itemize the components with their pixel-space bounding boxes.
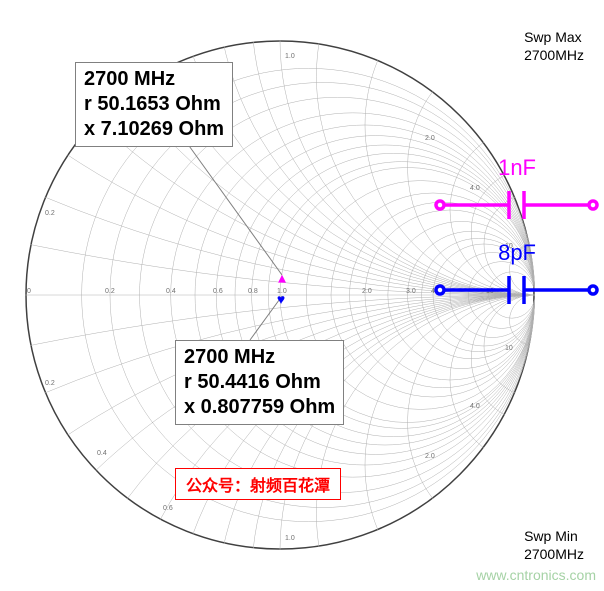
marker-2-r: r 50.4416 Ohm bbox=[184, 370, 335, 395]
marker-2-box: 2700 MHz r 50.4416 Ohm x 0.807759 Ohm bbox=[175, 340, 344, 425]
svg-text:0.2: 0.2 bbox=[45, 380, 55, 387]
marker-2-point: ♥ bbox=[277, 291, 285, 307]
capacitor-1nf-label: 1nF bbox=[498, 155, 536, 181]
marker-1-x: x 7.10269 Ohm bbox=[84, 117, 224, 142]
swp-min-text: Swp Min bbox=[524, 528, 578, 544]
svg-text:0.8: 0.8 bbox=[248, 288, 258, 295]
swp-max-value: 2700MHz bbox=[524, 47, 584, 63]
marker-1-r: r 50.1653 Ohm bbox=[84, 92, 224, 117]
marker-1-freq: 2700 MHz bbox=[84, 67, 224, 92]
svg-text:2.0: 2.0 bbox=[425, 453, 435, 460]
capacitor-8pf-symbol bbox=[434, 270, 599, 310]
svg-text:0.4: 0.4 bbox=[97, 450, 107, 457]
svg-text:2.0: 2.0 bbox=[425, 135, 435, 142]
svg-text:0.6: 0.6 bbox=[213, 288, 223, 295]
marker-2-x: x 0.807759 Ohm bbox=[184, 395, 335, 420]
svg-text:4.0: 4.0 bbox=[470, 403, 480, 410]
svg-text:3.0: 3.0 bbox=[406, 288, 416, 295]
swp-max-text: Swp Max bbox=[524, 29, 582, 45]
svg-text:1.0: 1.0 bbox=[285, 535, 295, 542]
marker-2-freq: 2700 MHz bbox=[184, 345, 335, 370]
swp-min-value: 2700MHz bbox=[524, 546, 584, 562]
capacitor-1nf-symbol bbox=[434, 185, 599, 225]
watermark-text: www.cntronics.com bbox=[476, 567, 596, 583]
svg-text:0: 0 bbox=[27, 288, 31, 295]
svg-text:0.2: 0.2 bbox=[45, 210, 55, 217]
svg-text:0.6: 0.6 bbox=[163, 505, 173, 512]
marker-1-point: ▴ bbox=[278, 270, 285, 287]
svg-text:0.2: 0.2 bbox=[105, 288, 115, 295]
svg-text:2.0: 2.0 bbox=[362, 288, 372, 295]
svg-text:10: 10 bbox=[505, 345, 513, 352]
smith-chart-container: 10 4.0 2.0 1.0 0.6 0.4 0.2 10 4.0 2.0 1.… bbox=[0, 0, 604, 591]
svg-text:0.4: 0.4 bbox=[166, 288, 176, 295]
red-annotation-box: 公众号：射频百花潭 bbox=[175, 468, 341, 500]
capacitor-8pf-label: 8pF bbox=[498, 240, 536, 266]
marker-1-box: 2700 MHz r 50.1653 Ohm x 7.10269 Ohm bbox=[75, 62, 233, 147]
swp-max-label: Swp Max 2700MHz bbox=[524, 28, 584, 64]
svg-text:1.0: 1.0 bbox=[285, 53, 295, 60]
swp-min-label: Swp Min 2700MHz bbox=[524, 527, 584, 563]
